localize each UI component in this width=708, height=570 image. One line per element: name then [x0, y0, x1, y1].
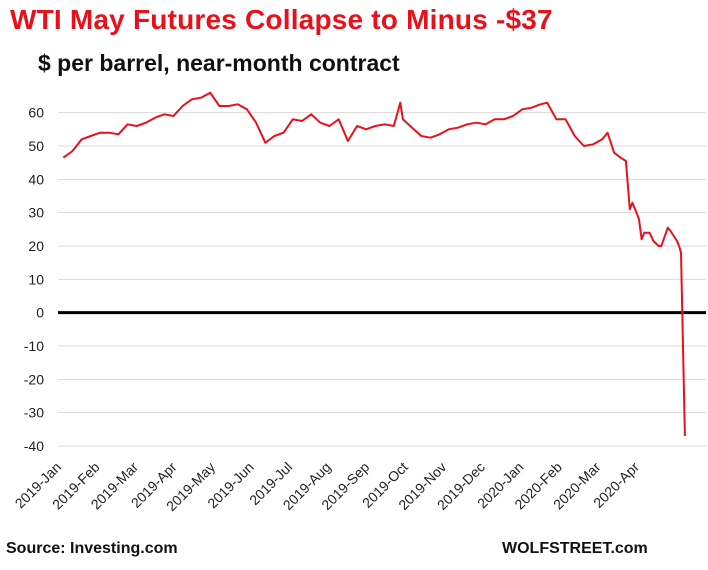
y-tick-label: -30: [24, 405, 44, 421]
series-lines: [62, 91, 686, 437]
y-tick-label: 60: [28, 105, 44, 121]
x-axis-ticks: 2019-Jan2019-Feb2019-Mar2019-Apr2019-May…: [12, 459, 643, 515]
y-tick-label: 10: [28, 271, 44, 287]
y-tick-label: 30: [28, 205, 44, 221]
series-line: [62, 91, 686, 437]
y-tick-label: 40: [28, 171, 44, 187]
y-tick-label: -10: [24, 338, 44, 354]
y-tick-label: 20: [28, 238, 44, 254]
source-label: Source: Investing.com: [6, 540, 178, 557]
chart-subtitle: $ per barrel, near-month contract: [38, 50, 400, 76]
brand-label: WOLFSTREET.com: [502, 540, 648, 557]
y-tick-label: -20: [24, 371, 44, 387]
gridlines: [58, 112, 706, 447]
chart-title: WTI May Futures Collapse to Minus -$37: [10, 4, 553, 35]
y-tick-label: -40: [24, 438, 44, 454]
y-axis-ticks: 60 50 40 30 20 10 0 -10 -20 -30 -40: [24, 105, 44, 454]
y-tick-label: 0: [36, 305, 44, 321]
y-tick-label: 50: [28, 138, 44, 154]
